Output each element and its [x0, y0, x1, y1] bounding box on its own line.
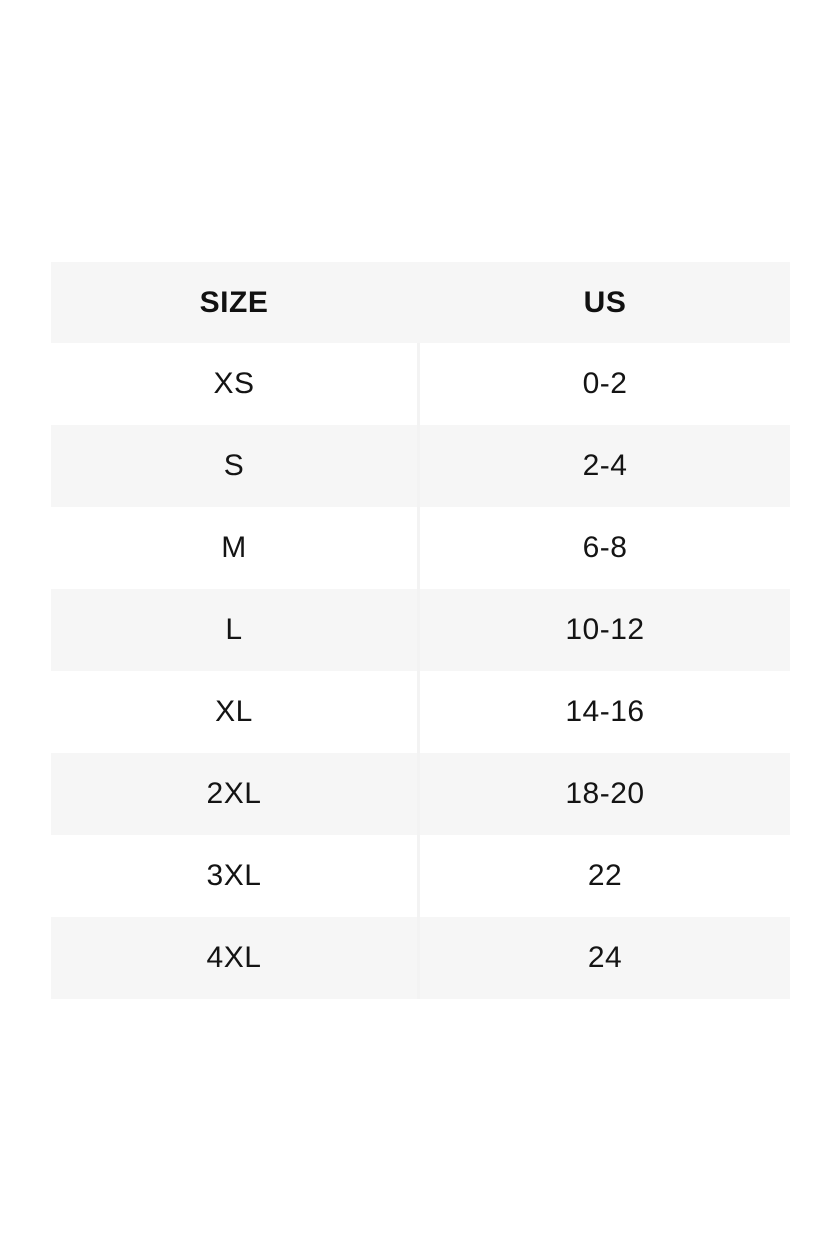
table-row: 3XL 22	[51, 835, 790, 917]
us-cell: 24	[587, 941, 623, 974]
column-header-us: US	[583, 285, 627, 319]
size-cell: M	[51, 507, 420, 589]
size-cell: S	[51, 425, 420, 507]
table-row: 4XL 24	[51, 917, 790, 999]
table-row: S 2-4	[51, 425, 790, 507]
us-cell: 0-2	[582, 367, 628, 400]
table-row: L 10-12	[51, 589, 790, 671]
size-cell: 3XL	[51, 835, 420, 917]
table-row: XS 0-2	[51, 343, 790, 425]
size-table-body: XS 0-2 S 2-4 M 6-8 L 10-12 XL 14-16 2XL 18-20 3XL 22 4…	[51, 343, 790, 999]
size-cell: L	[51, 589, 420, 671]
column-header-size: SIZE	[199, 285, 269, 319]
size-cell: XS	[51, 343, 420, 425]
table-row: XL 14-16	[51, 671, 790, 753]
us-cell: 14-16	[565, 695, 645, 728]
size-cell: 4XL	[51, 917, 420, 999]
table-row: 2XL 18-20	[51, 753, 790, 835]
us-cell: 2-4	[582, 449, 628, 482]
us-cell: 6-8	[582, 531, 628, 564]
table-row: M 6-8	[51, 507, 790, 589]
us-cell: 18-20	[565, 777, 645, 810]
us-cell: 22	[587, 859, 623, 892]
size-cell: 2XL	[51, 753, 420, 835]
size-cell: XL	[51, 671, 420, 753]
us-cell: 10-12	[565, 613, 645, 646]
table-header-row: SIZE US	[51, 262, 790, 343]
size-chart-table: SIZE US XS 0-2 S 2-4 M 6-8 L 10-12 XL 14-16 2XL 18-…	[51, 262, 790, 999]
